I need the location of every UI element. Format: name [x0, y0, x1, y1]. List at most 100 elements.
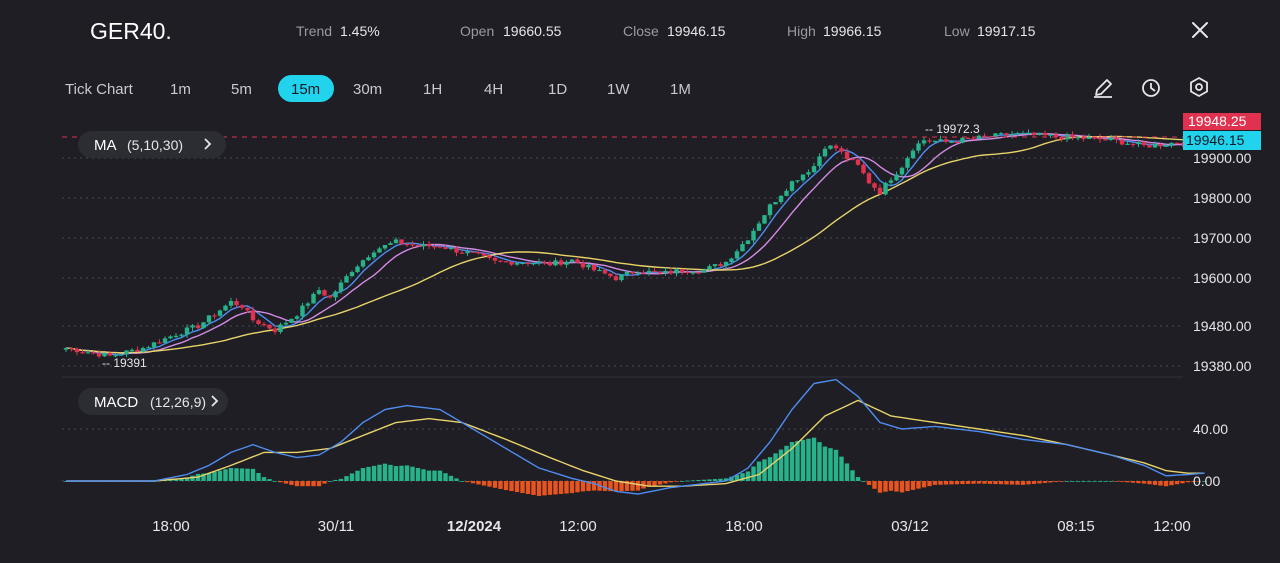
- candle-body: [1152, 144, 1158, 148]
- price-tick-label: 19800.00: [1193, 190, 1252, 206]
- macd-hist-bar: [382, 463, 388, 481]
- close-icon[interactable]: [1192, 22, 1208, 38]
- candle-body: [366, 257, 371, 261]
- candle-body: [844, 151, 850, 159]
- macd-hist-bar: [206, 473, 212, 481]
- ma-indicator-pill[interactable]: MA (5,10,30): [78, 131, 226, 158]
- tab-4h[interactable]: 4H: [484, 81, 503, 98]
- macd-hist-bar: [1103, 481, 1108, 482]
- candle-body: [723, 262, 729, 266]
- price-tick-label: 19900.00: [1193, 150, 1252, 166]
- macd-hist-bar: [690, 480, 696, 482]
- high-label: High: [787, 23, 816, 39]
- candle-body: [300, 305, 305, 317]
- clock-icon[interactable]: [1142, 79, 1160, 97]
- candle-body: [118, 354, 124, 356]
- macd-hist-bar: [245, 468, 250, 481]
- macd-hist-bar: [811, 437, 817, 481]
- tab-1m[interactable]: 1m: [170, 81, 191, 98]
- candle-body: [283, 322, 289, 325]
- candle-body: [162, 338, 168, 343]
- macd-hist-bar: [1119, 481, 1125, 482]
- tab-30m[interactable]: 30m: [353, 81, 382, 98]
- candle-body: [718, 264, 723, 266]
- macd-hist-bar: [228, 468, 234, 481]
- candle-body: [1037, 132, 1042, 136]
- macd-hist-bar: [1031, 481, 1037, 484]
- candle-body: [1158, 144, 1163, 147]
- macd-hist-bar: [1048, 481, 1053, 483]
- tab-1m-month[interactable]: 1M: [670, 81, 691, 98]
- macd-hist-bar: [773, 453, 778, 481]
- macd-hist-bar: [575, 481, 580, 493]
- pencil-icon[interactable]: [1094, 79, 1112, 98]
- candle-body: [795, 180, 800, 182]
- macd-hist-bar: [448, 475, 454, 481]
- candle-body: [228, 301, 234, 306]
- macd-params: (12,26,9): [150, 394, 206, 410]
- candle-body: [987, 136, 993, 138]
- candle-body: [674, 269, 679, 274]
- macd-indicator-pill[interactable]: MACD (12,26,9): [78, 388, 228, 415]
- candle-body: [800, 174, 806, 181]
- macd-hist-bar: [960, 481, 965, 485]
- macd-hist-bar: [635, 481, 641, 491]
- macd-tick-label: 40.00: [1193, 421, 1228, 437]
- price-tag-red: 19948.25: [1183, 113, 1261, 130]
- macd-hist-bar: [201, 473, 206, 481]
- candle-body: [63, 348, 69, 350]
- macd-lines: [66, 378, 1205, 495]
- x-axis: 18:00 30/11 12/2024 12:00 18:00 03/12 08:15 12:…: [152, 518, 1191, 535]
- candle-body: [762, 215, 767, 224]
- macd-hist-bar: [338, 478, 344, 481]
- macd-hist-bar: [1075, 481, 1081, 482]
- candle-body: [179, 334, 184, 336]
- candle-body: [943, 139, 949, 142]
- tab-15m[interactable]: 15m: [291, 81, 320, 98]
- candle-body: [520, 262, 525, 264]
- tab-tick-chart[interactable]: Tick Chart: [65, 81, 134, 98]
- macd-hist-bar: [250, 468, 256, 481]
- open-label: Open: [460, 23, 494, 39]
- tab-1w[interactable]: 1W: [607, 81, 630, 98]
- x-tick-label: 03/12: [891, 518, 929, 535]
- price-tick-label: 19380.00: [1193, 358, 1252, 374]
- macd-hist-bar: [487, 481, 492, 487]
- price-tick-label: 19700.00: [1193, 230, 1252, 246]
- candle-body: [630, 271, 635, 274]
- macd-hist-bar: [1163, 481, 1169, 487]
- settings-icon[interactable]: [1190, 76, 1208, 98]
- tab-1h[interactable]: 1H: [423, 81, 442, 98]
- x-tick-label: 18:00: [152, 518, 190, 535]
- macd-hist-bar: [1086, 481, 1092, 482]
- ma-lines: [65, 132, 1205, 356]
- candle-body: [360, 260, 366, 267]
- candle-body: [355, 266, 360, 273]
- candle-body: [146, 347, 151, 349]
- macd-hist-bar: [998, 481, 1004, 485]
- candle-body: [932, 140, 938, 142]
- candle-body: [239, 305, 245, 308]
- macd-hist-bar: [327, 481, 333, 482]
- macd-hist-bar: [393, 466, 399, 481]
- candle-body: [338, 282, 344, 292]
- macd-hist-bar: [767, 457, 773, 481]
- macd-hist-bar: [437, 470, 443, 481]
- candle-body: [938, 139, 943, 141]
- tab-1d[interactable]: 1D: [548, 81, 567, 98]
- macd-hist-bar: [300, 481, 305, 487]
- macd-hist-bar: [800, 439, 806, 481]
- candle-body: [344, 276, 349, 283]
- macd-hist-bar: [613, 481, 619, 492]
- macd-hist-bar: [283, 481, 289, 484]
- candle-body: [1048, 134, 1053, 136]
- macd-hist-bar: [388, 464, 393, 481]
- low-marker: -- 19391: [102, 356, 147, 370]
- macd-hist-bar: [987, 481, 993, 484]
- macd-hist-bar: [272, 481, 278, 482]
- candles: [63, 129, 1207, 359]
- candle-body: [250, 310, 256, 321]
- candle-body: [382, 244, 388, 249]
- tab-5m[interactable]: 5m: [231, 81, 252, 98]
- candle-body: [927, 140, 932, 142]
